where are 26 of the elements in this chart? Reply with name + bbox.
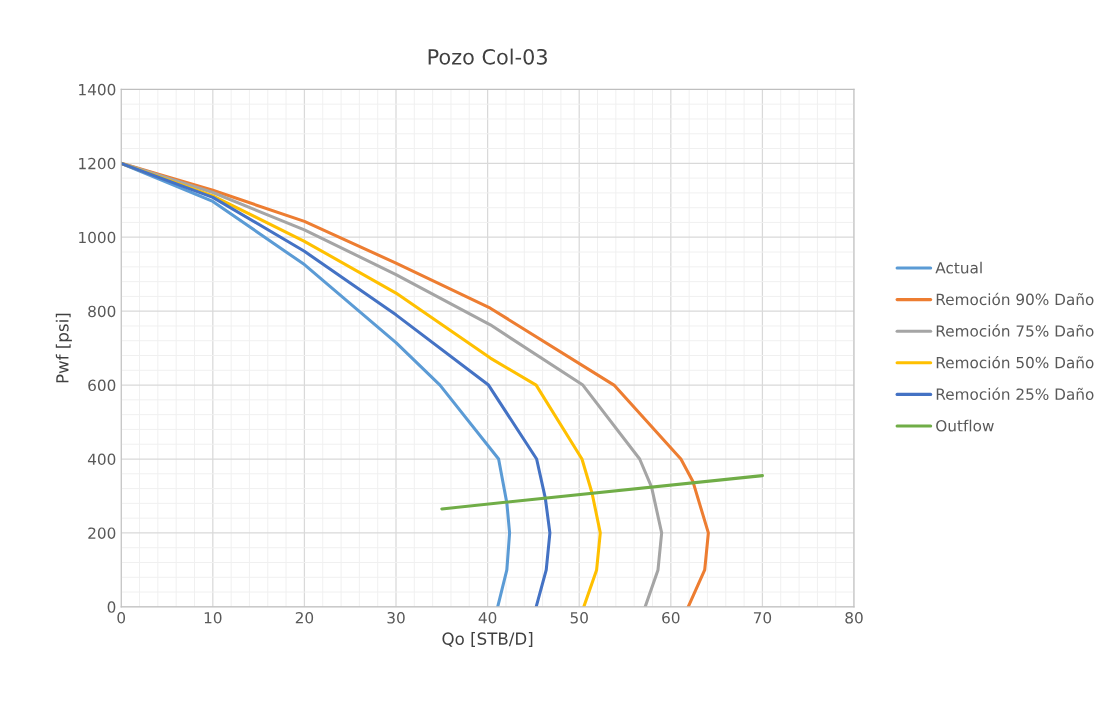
y-tick-label: 1000: [79, 231, 116, 244]
x-tick-label: 70: [753, 611, 772, 624]
legend-label: Remoción 50% Daño: [936, 355, 1094, 369]
legend-label: Remoción 25% Daño: [936, 387, 1094, 400]
legend-label: Actual: [935, 261, 982, 274]
x-tick-label: 60: [662, 611, 680, 624]
x-tick-label: 30: [387, 611, 405, 624]
x-tick-label: 40: [478, 611, 497, 624]
x-tick-label: 20: [295, 611, 314, 624]
y-tick-label: 1400: [79, 83, 116, 96]
y-tick-label: 600: [88, 379, 116, 392]
y-tick-label: 400: [87, 453, 116, 466]
x-tick-label: 50: [570, 611, 588, 624]
legend-label: Remoción 75% Daño: [936, 324, 1094, 337]
x-axis-title: Qo [STB/D]: [442, 632, 533, 647]
y-tick-label: 200: [88, 527, 116, 539]
legend-label: Remoción 90% Daño: [936, 292, 1094, 306]
y-axis-title: Pwf [psi]: [55, 313, 72, 383]
chart-title: Pozo Col-03: [428, 48, 547, 65]
x-tick-label: 10: [204, 611, 222, 624]
x-tick-label: 0: [117, 611, 126, 624]
y-tick-label: 800: [88, 305, 116, 318]
x-tick-label: 80: [845, 611, 863, 624]
y-tick-label: 0: [107, 601, 116, 613]
y-tick-label: 1200: [79, 157, 116, 170]
legend-label: Outflow: [936, 419, 994, 432]
